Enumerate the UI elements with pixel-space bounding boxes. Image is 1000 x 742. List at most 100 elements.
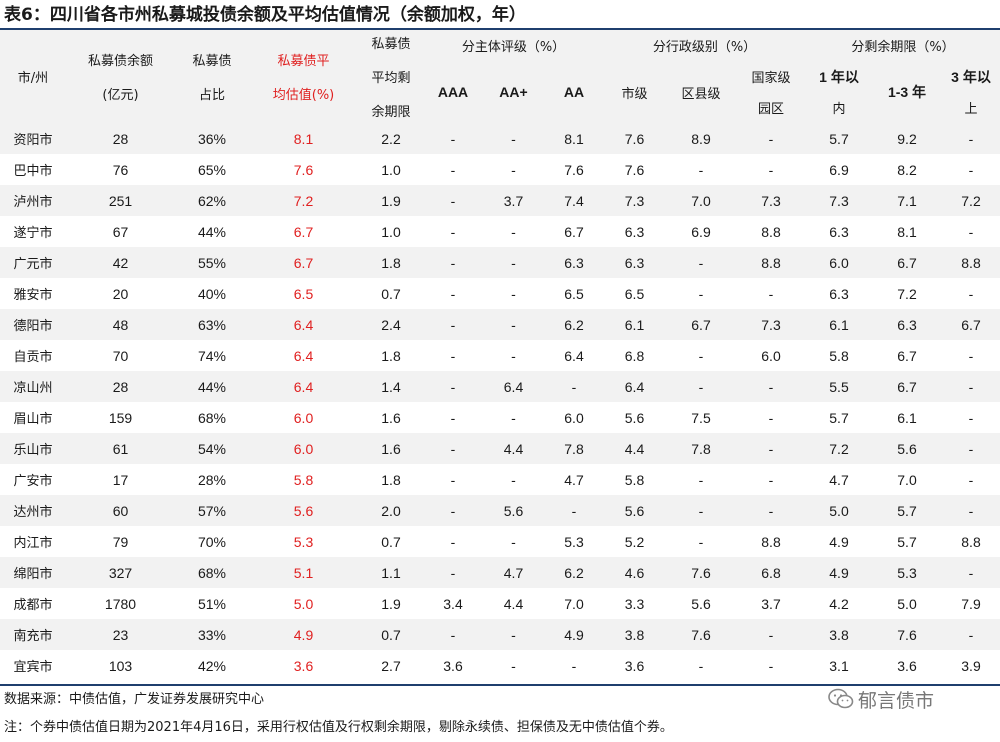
table-cell: 6.3	[603, 247, 666, 278]
table-cell: -	[511, 409, 516, 426]
table-cell: 1.8	[381, 471, 401, 488]
table-cell: 7.5	[691, 409, 711, 426]
table-cell: 3.4	[443, 595, 463, 612]
table-cell: 65%	[197, 161, 227, 178]
table-cell: 7.6	[293, 161, 314, 178]
table-cell: -	[424, 557, 482, 588]
table-cell: 4.9	[249, 619, 358, 650]
table-cell: -	[968, 285, 974, 302]
table-cell: -	[968, 471, 974, 488]
table-cell: 7.2	[249, 185, 358, 216]
header-aaa: AAA	[424, 61, 482, 123]
table-cell: 6.4	[293, 347, 314, 364]
table-cell: 33%	[175, 619, 249, 650]
table-row: 广安市 17 28% 5.8 1.8 - - 4.7 5.8 - - 4.7 7.0 -	[0, 464, 1000, 495]
table-cell: 7.8	[545, 433, 603, 464]
footnote: 注：个券中债估值日期为2021年4月16日，采用行权估值及行权剩余期限，剔除永续…	[4, 720, 673, 735]
table-cell: 7.2	[806, 433, 872, 464]
table-title: 表6：四川省各市州私募城投债余额及平均估值情况（余额加权，年）	[4, 5, 526, 25]
table-cell: -	[968, 161, 974, 178]
table-cell: 68%	[175, 557, 249, 588]
table-cell: 7.3	[806, 185, 872, 216]
table-cell: -	[482, 619, 545, 650]
row-city: 德阳市	[0, 309, 66, 340]
table-cell: 6.9	[829, 161, 849, 178]
table-cell: 40%	[197, 285, 227, 302]
table-row: 内江市 79 70% 5.3 0.7 - - 5.3 5.2 - 8.8 4.9 5.7 8.8	[0, 526, 1000, 557]
header-county-level: 区县级	[666, 61, 736, 123]
table-cell: 28	[66, 123, 175, 154]
table-cell: 8.1	[249, 123, 358, 154]
table-cell: 61	[66, 433, 175, 464]
table-cell: 7.3	[736, 185, 806, 216]
top-rule	[0, 28, 1000, 30]
table-cell: -	[482, 123, 545, 154]
table-cell: 5.6	[691, 595, 711, 612]
table-cell: 6.7	[564, 223, 584, 240]
row-city: 自贡市	[13, 350, 53, 365]
row-city: 宜宾市	[13, 660, 53, 675]
table-cell: 1.8	[381, 347, 401, 364]
row-city: 泸州市	[0, 185, 66, 216]
table-cell: 74%	[197, 347, 227, 364]
table-cell: -	[768, 657, 774, 674]
row-city: 遂宁市	[13, 226, 53, 241]
table-cell: -	[511, 285, 516, 302]
table-cell: 60	[66, 495, 175, 526]
table-cell: 3.9	[961, 657, 981, 674]
table-cell: 42	[66, 247, 175, 278]
table-cell: 4.9	[829, 533, 849, 550]
table-cell: 4.7	[564, 471, 584, 488]
table-cell: -	[968, 223, 974, 240]
table-cell: 62%	[175, 185, 249, 216]
table-cell: 70%	[197, 533, 227, 550]
table-cell: 0.7	[358, 619, 424, 650]
table-cell: -	[736, 371, 806, 402]
table-cell: 4.2	[829, 595, 849, 612]
table-cell: 6.3	[872, 309, 942, 340]
row-city: 广元市	[0, 247, 66, 278]
table-cell: -	[424, 371, 482, 402]
table-cell: 6.1	[897, 409, 917, 426]
table-cell: 7.0	[564, 595, 584, 612]
header-national-park-2: 园区	[736, 92, 806, 123]
table-cell: 3.7	[761, 595, 781, 612]
row-city: 眉山市	[13, 412, 53, 427]
table-cell: 1.6	[381, 409, 401, 426]
table-cell: -	[424, 433, 482, 464]
table-cell: 28%	[197, 471, 227, 488]
table-cell: 8.1	[545, 123, 603, 154]
row-city: 绵阳市	[0, 557, 66, 588]
table-cell: 28	[66, 371, 175, 402]
table-cell: 4.4	[503, 595, 524, 612]
table-cell: 44%	[175, 371, 249, 402]
table-cell: 7.3	[603, 185, 666, 216]
table-cell: -	[942, 433, 1000, 464]
table-cell: 3.6	[293, 657, 314, 674]
table-cell: 67	[112, 223, 129, 240]
table-cell: -	[968, 409, 974, 426]
table-cell: 68%	[197, 409, 227, 426]
table-cell: 7.0	[897, 471, 917, 488]
table-cell: 7.6	[666, 619, 736, 650]
header-term-1y: 1 年以	[806, 61, 872, 92]
table-cell: 6.7	[872, 371, 942, 402]
table-cell: 6.7	[249, 247, 358, 278]
table-cell: 8.8	[961, 533, 981, 550]
table-cell: 8.9	[666, 123, 736, 154]
table-cell: 5.6	[624, 409, 645, 426]
row-city: 雅安市	[13, 288, 53, 303]
table-cell: 6.3	[624, 223, 645, 240]
table-cell: 8.2	[897, 161, 917, 178]
table-cell: 1.4	[358, 371, 424, 402]
table-cell: 5.3	[564, 533, 584, 550]
table-cell: 3.7	[482, 185, 545, 216]
bottom-rule	[0, 684, 1000, 686]
table-cell: -	[942, 495, 1000, 526]
table-cell: 6.3	[829, 223, 849, 240]
header-remaining-term: 私募债 平均剩 余期限	[358, 30, 424, 123]
table-cell: 1780	[104, 595, 137, 612]
table-cell: 55%	[175, 247, 249, 278]
table-cell: 7.4	[545, 185, 603, 216]
table-cell: -	[482, 247, 545, 278]
